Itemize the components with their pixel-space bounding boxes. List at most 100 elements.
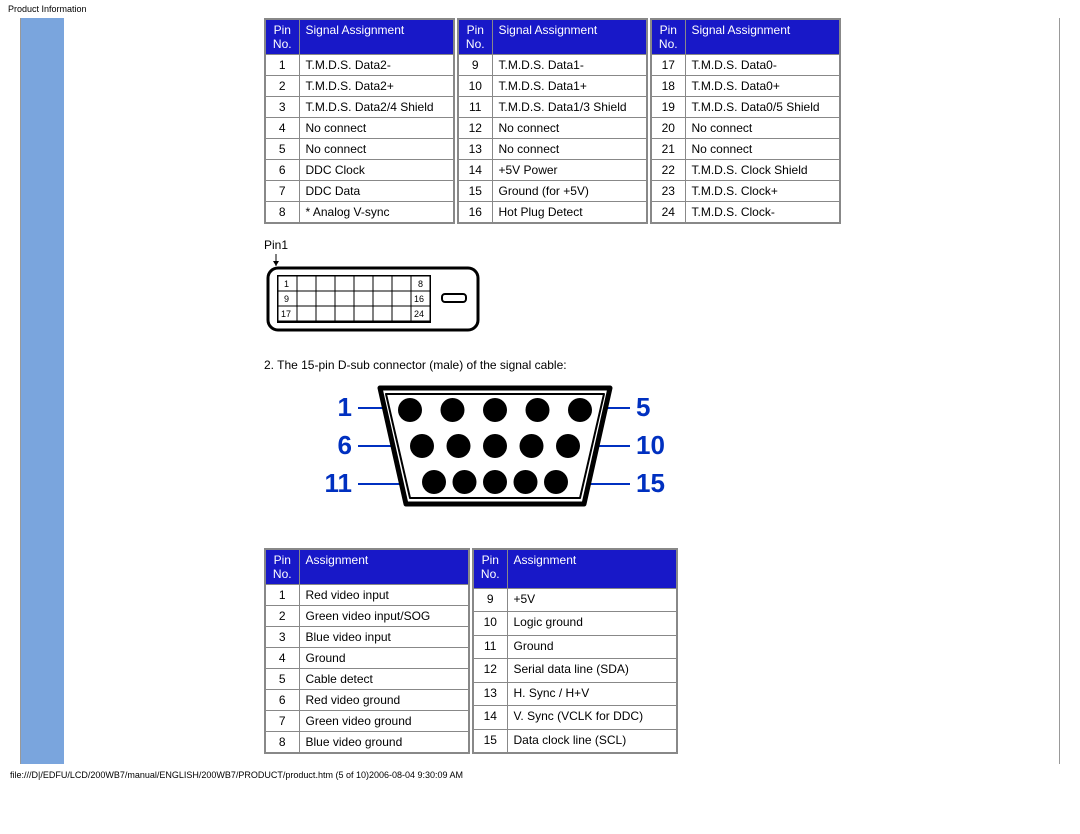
table-row: 9T.M.D.S. Data1- [458, 55, 647, 76]
cell-pin: 6 [265, 160, 299, 181]
table-row: 3Blue video input [265, 627, 469, 648]
dsub-pin-tables: Pin No.Assignment1Red video input2Green … [264, 548, 1049, 754]
left-sidebar-band [21, 18, 64, 764]
cell-signal: Green video ground [299, 711, 469, 732]
cell-pin: 12 [458, 118, 492, 139]
cell-signal: No connect [299, 139, 454, 160]
cell-pin: 20 [651, 118, 685, 139]
pin-table: Pin No.Signal Assignment17T.M.D.S. Data0… [650, 18, 841, 224]
cell-pin: 1 [265, 55, 299, 76]
cell-signal: +5V Power [492, 160, 647, 181]
cell-signal: * Analog V-sync [299, 202, 454, 224]
cell-signal: Cable detect [299, 669, 469, 690]
cell-pin: 6 [265, 690, 299, 711]
table-row: 23T.M.D.S. Clock+ [651, 181, 840, 202]
table-row: 13H. Sync / H+V [473, 682, 677, 705]
cell-signal: Ground [507, 635, 677, 658]
pin-table: Pin No.Signal Assignment9T.M.D.S. Data1-… [457, 18, 648, 224]
cell-signal: T.M.D.S. Clock- [685, 202, 840, 224]
pin-table: Pin No.Assignment1Red video input2Green … [264, 548, 470, 754]
cell-signal: Serial data line (SDA) [507, 659, 677, 682]
col-header-signal: Signal Assignment [685, 19, 840, 55]
cell-pin: 16 [458, 202, 492, 224]
cell-signal: Red video input [299, 585, 469, 606]
dvi-connector-diagram: Pin1 1 8 9 16 17 24 [264, 238, 1049, 344]
dsub-caption: 2. The 15-pin D-sub connector (male) of … [264, 358, 1049, 372]
cell-signal: No connect [492, 139, 647, 160]
cell-pin: 15 [473, 729, 507, 753]
table-row: 10T.M.D.S. Data1+ [458, 76, 647, 97]
table-row: 8* Analog V-sync [265, 202, 454, 224]
cell-pin: 14 [473, 706, 507, 729]
cell-pin: 9 [458, 55, 492, 76]
cell-signal: Data clock line (SCL) [507, 729, 677, 753]
cell-signal: T.M.D.S. Data2/4 Shield [299, 97, 454, 118]
cell-pin: 4 [265, 118, 299, 139]
table-row: 9+5V [473, 589, 677, 612]
table-row: 19T.M.D.S. Data0/5 Shield [651, 97, 840, 118]
svg-text:15: 15 [636, 468, 665, 498]
dvi-label-8: 8 [418, 279, 423, 289]
svg-text:11: 11 [325, 468, 353, 498]
table-row: 13No connect [458, 139, 647, 160]
svg-text:10: 10 [636, 430, 665, 460]
dvi-label-24: 24 [414, 309, 424, 319]
cell-pin: 11 [458, 97, 492, 118]
pin-table: Pin No.Assignment9+5V10Logic ground11Gro… [472, 548, 678, 754]
table-row: 20No connect [651, 118, 840, 139]
cell-signal: Red video ground [299, 690, 469, 711]
cell-signal: No connect [685, 118, 840, 139]
table-row: 11T.M.D.S. Data1/3 Shield [458, 97, 647, 118]
cell-signal: H. Sync / H+V [507, 682, 677, 705]
dsub-connector-diagram: 1 6 11 5 10 15 [324, 380, 1049, 520]
cell-pin: 11 [473, 635, 507, 658]
table-row: 10Logic ground [473, 612, 677, 635]
cell-signal: DDC Clock [299, 160, 454, 181]
page-header: Product Information [0, 0, 1080, 18]
cell-signal: No connect [492, 118, 647, 139]
table-row: 3T.M.D.S. Data2/4 Shield [265, 97, 454, 118]
cell-signal: T.M.D.S. Data0- [685, 55, 840, 76]
cell-pin: 13 [458, 139, 492, 160]
table-row: 5No connect [265, 139, 454, 160]
table-row: 2Green video input/SOG [265, 606, 469, 627]
col-header-signal: Assignment [299, 549, 469, 585]
cell-signal: T.M.D.S. Data2- [299, 55, 454, 76]
cell-pin: 2 [265, 76, 299, 97]
table-row: 11Ground [473, 635, 677, 658]
cell-pin: 24 [651, 202, 685, 224]
cell-pin: 8 [265, 732, 299, 754]
cell-signal: Hot Plug Detect [492, 202, 647, 224]
cell-signal: V. Sync (VCLK for DDC) [507, 706, 677, 729]
table-row: 5Cable detect [265, 669, 469, 690]
table-row: 7Green video ground [265, 711, 469, 732]
cell-signal: +5V [507, 589, 677, 612]
dvi-label-9: 9 [284, 294, 289, 304]
cell-pin: 8 [265, 202, 299, 224]
table-row: 22T.M.D.S. Clock Shield [651, 160, 840, 181]
table-row: 15Data clock line (SCL) [473, 729, 677, 753]
svg-text:1: 1 [338, 392, 352, 422]
cell-signal: No connect [299, 118, 454, 139]
col-header-pin: Pin No. [473, 549, 507, 589]
col-header-pin: Pin No. [651, 19, 685, 55]
cell-signal: T.M.D.S. Clock Shield [685, 160, 840, 181]
cell-pin: 14 [458, 160, 492, 181]
cell-signal: Logic ground [507, 612, 677, 635]
cell-signal: Ground [299, 648, 469, 669]
cell-pin: 23 [651, 181, 685, 202]
dvi-label-17: 17 [281, 309, 291, 319]
col-header-pin: Pin No. [265, 549, 299, 585]
table-row: 14V. Sync (VCLK for DDC) [473, 706, 677, 729]
cell-pin: 13 [473, 682, 507, 705]
cell-signal: T.M.D.S. Data1- [492, 55, 647, 76]
table-row: 17T.M.D.S. Data0- [651, 55, 840, 76]
dsub-connector-svg: 1 6 11 5 10 15 [324, 380, 684, 520]
cell-pin: 3 [265, 97, 299, 118]
cell-pin: 21 [651, 139, 685, 160]
cell-signal: DDC Data [299, 181, 454, 202]
cell-pin: 9 [473, 589, 507, 612]
page-footer: file:///D|/EDFU/LCD/200WB7/manual/ENGLIS… [0, 764, 1080, 786]
dvi-pin-tables: Pin No.Signal Assignment 1T.M.D.S. Data2-… [264, 18, 1049, 224]
cell-signal: T.M.D.S. Data0+ [685, 76, 840, 97]
